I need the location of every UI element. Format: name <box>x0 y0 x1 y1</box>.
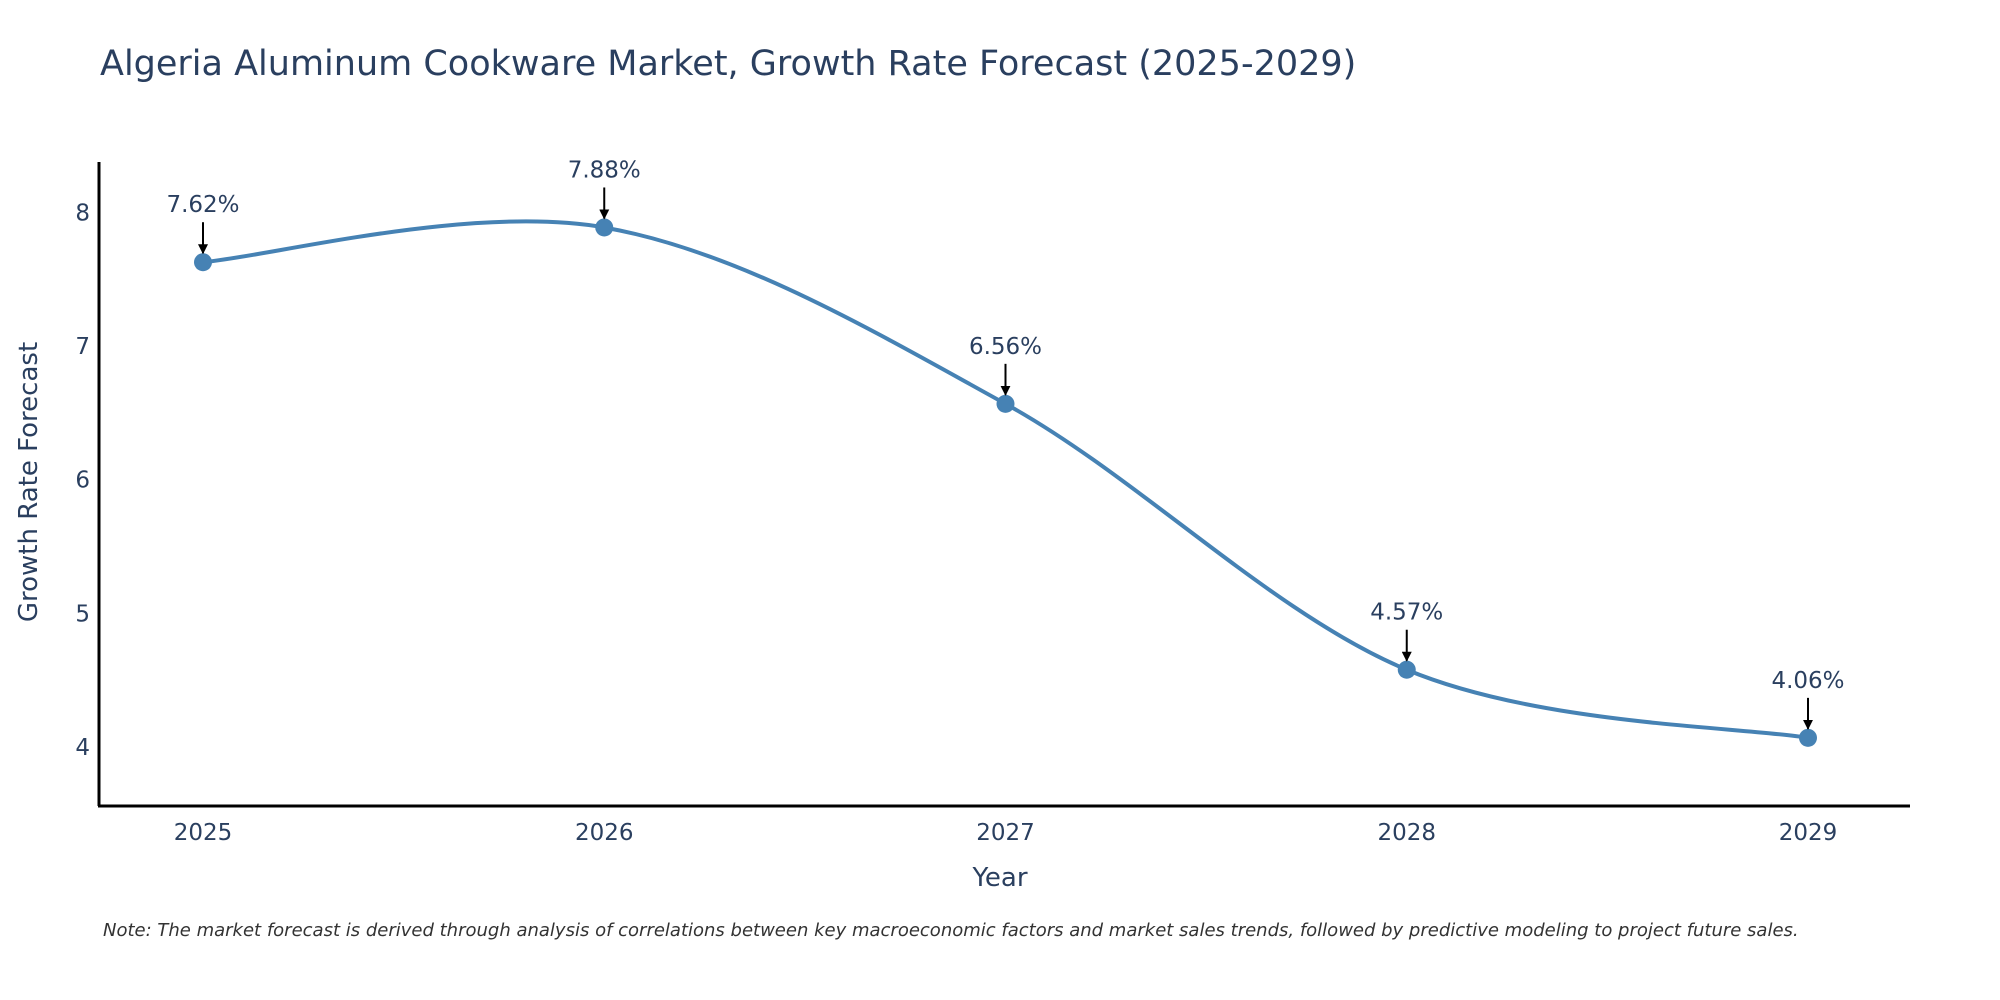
data-point <box>595 218 614 237</box>
y-ticks: 4 5 6 7 8 <box>75 200 90 760</box>
data-point <box>1397 660 1416 679</box>
data-annotations: 7.62% 7.88% 6.56% 4.57% 4.06% <box>166 157 1845 730</box>
x-tick-label: 2027 <box>976 820 1035 846</box>
data-markers <box>194 218 1817 747</box>
y-tick-label: 8 <box>75 200 90 226</box>
data-point <box>194 253 212 272</box>
y-tick-label: 5 <box>75 601 90 627</box>
footnote: Note: The market forecast is derived thr… <box>103 920 1799 941</box>
data-label: 4.06% <box>1771 668 1844 694</box>
data-label: 6.56% <box>969 334 1042 360</box>
data-point <box>1799 728 1817 747</box>
data-label: 7.62% <box>166 192 239 218</box>
data-label: 7.88% <box>568 157 641 183</box>
y-axis-title: Growth Rate Forecast <box>14 341 44 623</box>
data-point <box>996 394 1015 413</box>
y-tick-label: 6 <box>75 468 90 494</box>
x-tick-label: 2029 <box>1779 820 1838 846</box>
series-line <box>202 219 1809 740</box>
x-tick-label: 2025 <box>174 820 233 846</box>
x-tick-label: 2026 <box>575 820 634 846</box>
chart-title: Algeria Aluminum Cookware Market, Growth… <box>100 44 1357 84</box>
y-tick-label: 4 <box>75 735 90 761</box>
x-ticks: 2025 2026 2027 2028 2029 <box>174 820 1838 846</box>
x-tick-label: 2028 <box>1377 820 1436 846</box>
x-axis-title: Year <box>972 863 1028 893</box>
data-label: 4.57% <box>1370 600 1443 626</box>
y-tick-label: 7 <box>75 334 90 360</box>
